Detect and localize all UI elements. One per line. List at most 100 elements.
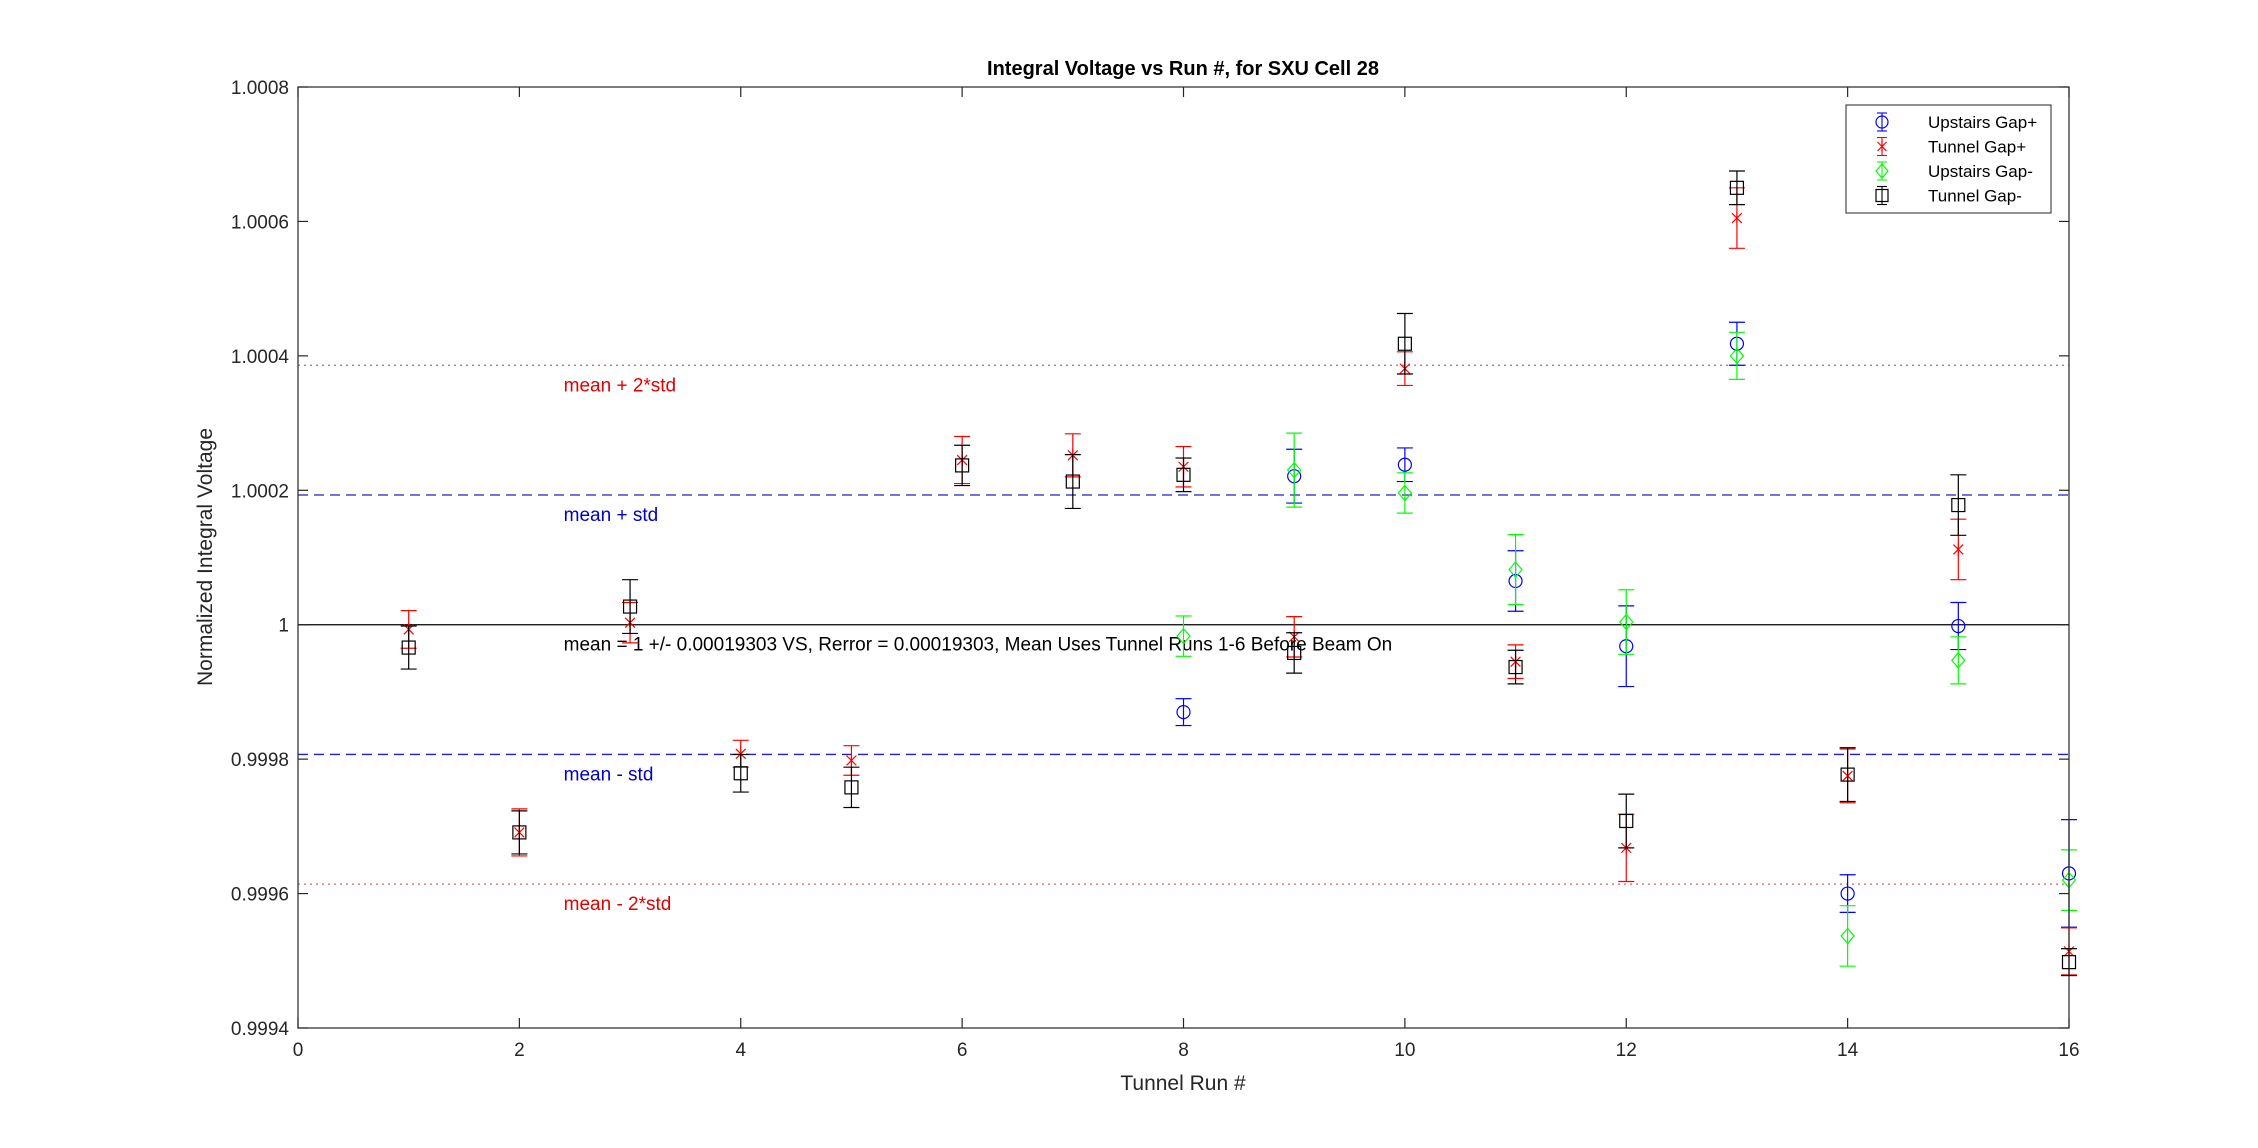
data-point xyxy=(1507,649,1524,685)
x-tick-label: 10 xyxy=(1394,1040,1415,1061)
reference-lines: mean + 2*std mean + std mean = 1 +/- 0.000… xyxy=(298,364,2069,915)
y-axis-label: Normalized Integral Voltage xyxy=(194,428,217,686)
error-bar xyxy=(1507,534,1524,606)
y-tick-label: 0.9994 xyxy=(231,1019,290,1040)
y-tick-label: 1.0004 xyxy=(231,347,290,368)
point-marker xyxy=(1840,767,1855,782)
error-bar xyxy=(400,625,417,670)
point-marker xyxy=(1508,561,1523,579)
x-tick-label: 16 xyxy=(2058,1040,2079,1061)
error-bar xyxy=(1728,331,1745,380)
legend-entry: Tunnel Gap+ xyxy=(1877,136,2026,157)
legend-label: Tunnel Gap- xyxy=(1928,187,2022,206)
data-point xyxy=(1286,432,1303,508)
data-point xyxy=(1839,747,1856,803)
error-bar xyxy=(1950,636,1967,685)
point-marker xyxy=(846,753,857,767)
data-point xyxy=(1728,331,1745,380)
point-marker xyxy=(1840,927,1855,945)
point-marker xyxy=(1840,886,1855,901)
point-marker xyxy=(1951,618,1966,634)
error-bar xyxy=(511,810,528,855)
error-bar xyxy=(954,444,971,487)
data-point xyxy=(732,753,749,793)
point-marker xyxy=(1731,211,1743,225)
error-bar xyxy=(1618,793,1635,849)
point-marker xyxy=(733,766,748,781)
point-marker xyxy=(1287,645,1302,661)
legend-marker xyxy=(1875,188,1889,203)
point-marker xyxy=(1729,180,1745,195)
legend-marker xyxy=(1877,140,1887,153)
data-point xyxy=(1618,589,1635,655)
axes: 0 2 4 6 8 10 12 14 16 0.9994 0.9996 0.9998 1 1.0002 1.… xyxy=(231,78,2080,1061)
error-bar xyxy=(1175,615,1192,657)
x-tick-label: 2 xyxy=(514,1040,525,1061)
data-point xyxy=(1175,457,1192,493)
legend-error-bar xyxy=(1877,161,1887,181)
data-point xyxy=(1175,615,1192,657)
legend-entry: Upstairs Gap- xyxy=(1875,161,2033,181)
error-bar xyxy=(1286,632,1303,674)
point-marker xyxy=(1951,651,1966,669)
y-tick-label: 0.9996 xyxy=(231,885,289,906)
data-point xyxy=(1396,312,1413,375)
data-point xyxy=(511,810,528,855)
data-point xyxy=(1728,187,1745,249)
point-marker xyxy=(1176,467,1191,482)
point-marker xyxy=(955,458,970,473)
error-bar xyxy=(1507,649,1524,685)
error-bar xyxy=(1064,454,1081,510)
data-point xyxy=(1396,472,1413,514)
y-tick-label: 1 xyxy=(278,616,289,637)
x-tick-label: 14 xyxy=(1837,1040,1859,1061)
error-bar xyxy=(622,579,639,635)
point-marker xyxy=(1397,457,1412,472)
legend-entry: Upstairs Gap+ xyxy=(1875,112,2037,132)
reference-line-label: mean + std xyxy=(564,505,659,526)
y-tick-label: 0.9998 xyxy=(231,750,289,771)
data-point xyxy=(843,766,860,809)
data-point xyxy=(1950,636,1967,685)
legend-label: Upstairs Gap- xyxy=(1928,162,2033,181)
error-bar xyxy=(732,753,749,793)
legend-marker xyxy=(1875,115,1889,129)
point-marker xyxy=(622,599,638,614)
legend-marker xyxy=(1875,163,1889,179)
data-point xyxy=(843,745,860,776)
error-bar xyxy=(1286,432,1303,508)
data-point xyxy=(1175,698,1192,727)
point-marker xyxy=(1065,474,1080,489)
error-bar xyxy=(843,766,860,809)
point-marker xyxy=(1176,627,1191,645)
point-marker xyxy=(1397,336,1412,351)
data-point xyxy=(1950,518,1967,581)
legend-label: Upstairs Gap+ xyxy=(1928,113,2037,132)
data-point xyxy=(1839,905,1856,967)
data-point xyxy=(1728,170,1745,206)
y-tick-label: 1.0002 xyxy=(231,481,289,502)
error-bar xyxy=(1950,474,1967,536)
point-marker xyxy=(1176,704,1191,720)
x-axis-label: Tunnel Run # xyxy=(1120,1072,1246,1095)
legend-entry: Tunnel Gap- xyxy=(1875,185,2022,206)
point-marker xyxy=(1508,659,1523,675)
x-tick-label: 4 xyxy=(735,1040,746,1061)
data-point xyxy=(1064,454,1081,510)
error-bar xyxy=(1396,312,1413,375)
point-marker xyxy=(1729,347,1745,365)
point-marker xyxy=(1618,613,1634,631)
chart-title: Integral Voltage vs Run #, for SXU Cell … xyxy=(987,58,1379,80)
legend: Upstairs Gap+ Tunnel Gap+ Upstairs Gap- Tun… xyxy=(1845,104,2052,214)
error-bar xyxy=(1728,170,1745,206)
error-bar xyxy=(1175,457,1192,493)
error-bar xyxy=(1839,905,1856,967)
x-tick-label: 12 xyxy=(1616,1040,1637,1061)
data-point xyxy=(400,625,417,670)
point-marker xyxy=(1951,497,1966,513)
error-bar xyxy=(1839,747,1856,803)
x-tick-label: 8 xyxy=(1178,1040,1189,1061)
y-tick-label: 1.0006 xyxy=(231,212,289,233)
